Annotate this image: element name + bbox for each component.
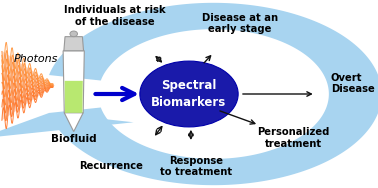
Polygon shape <box>64 37 84 51</box>
Ellipse shape <box>140 61 238 127</box>
Polygon shape <box>63 51 84 113</box>
Polygon shape <box>2 51 55 120</box>
Polygon shape <box>0 113 133 139</box>
Text: Photons: Photons <box>13 54 57 64</box>
Ellipse shape <box>70 31 77 37</box>
Polygon shape <box>49 3 378 185</box>
Text: Biofluid: Biofluid <box>51 134 96 144</box>
Text: Individuals at risk
of the disease: Individuals at risk of the disease <box>65 5 166 27</box>
Text: Recurrence: Recurrence <box>80 161 143 171</box>
Text: Disease at an
early stage: Disease at an early stage <box>202 13 278 34</box>
Polygon shape <box>64 113 83 132</box>
Text: Personalized
treatment: Personalized treatment <box>257 127 329 149</box>
Text: Spectral
Biomarkers: Spectral Biomarkers <box>151 80 227 108</box>
Polygon shape <box>65 81 83 113</box>
Text: Response
to treatment: Response to treatment <box>161 156 232 177</box>
Text: Overt
Disease: Overt Disease <box>331 73 375 94</box>
